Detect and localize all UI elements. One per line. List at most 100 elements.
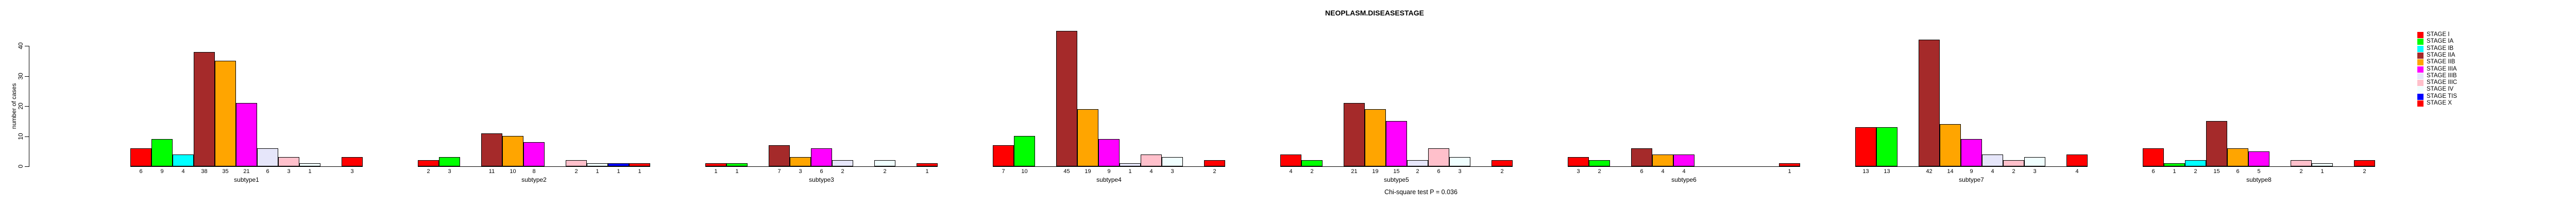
legend-label: STAGE IIIB bbox=[2427, 72, 2457, 79]
legend-swatch bbox=[2417, 32, 2424, 38]
bar-stage-ib bbox=[173, 154, 194, 166]
bar-value-label: 5 bbox=[2257, 168, 2261, 175]
bar-value-label: 13 bbox=[1862, 168, 1869, 175]
bar-stage-i bbox=[1280, 154, 1301, 166]
x-category-label: subtype1 bbox=[234, 176, 259, 183]
bar-value-label: 1 bbox=[2173, 168, 2176, 175]
bar-stage-iv bbox=[1162, 157, 1183, 166]
bar-stage-iiic bbox=[2003, 160, 2024, 166]
bar-value-label: 21 bbox=[1351, 168, 1358, 175]
bar-value-label: 3 bbox=[1458, 168, 1462, 175]
bar-stage-iia bbox=[481, 133, 502, 166]
bar-stage-i bbox=[1568, 157, 1589, 166]
bar-value-label: 11 bbox=[488, 168, 495, 175]
bar-value-label: 2 bbox=[883, 168, 887, 175]
x-category-label: subtype7 bbox=[1959, 176, 1984, 183]
x-axis-segment bbox=[130, 166, 363, 167]
x-category-label: subtype8 bbox=[2246, 176, 2272, 183]
bar-stage-ib bbox=[2185, 160, 2206, 166]
bar-value-label: 6 bbox=[1437, 168, 1440, 175]
legend-label: STAGE IV bbox=[2427, 86, 2454, 93]
legend-swatch bbox=[2417, 93, 2424, 100]
bar-stage-ia bbox=[151, 139, 173, 166]
y-tick-label: 20 bbox=[17, 102, 24, 110]
legend-label: STAGE I bbox=[2427, 31, 2450, 38]
x-category-label: subtype4 bbox=[1096, 176, 1122, 183]
legend-label: STAGE IIIA bbox=[2427, 65, 2457, 72]
bar-value-label: 4 bbox=[1149, 168, 1153, 175]
bar-value-label: 10 bbox=[1021, 168, 1028, 175]
bar-value-label: 6 bbox=[1640, 168, 1643, 175]
bar-stage-iiia bbox=[1961, 139, 1982, 166]
bar-value-label: 6 bbox=[266, 168, 269, 175]
bar-value-label: 21 bbox=[243, 168, 250, 175]
bar-stage-iib bbox=[790, 157, 811, 166]
bar-stage-iiib bbox=[832, 160, 853, 166]
bar-value-label: 6 bbox=[2151, 168, 2155, 175]
bar-stage-iiib bbox=[1120, 163, 1141, 166]
bar-stage-iiia bbox=[1098, 139, 1120, 166]
bar-stage-iiic bbox=[2291, 160, 2312, 166]
bar-value-label: 3 bbox=[1171, 168, 1174, 175]
bar-stage-iiic bbox=[278, 157, 299, 166]
bar-value-label: 1 bbox=[638, 168, 641, 175]
legend-swatch bbox=[2417, 39, 2424, 45]
legend-label: STAGE X bbox=[2427, 100, 2452, 106]
bar-stage-iib bbox=[1365, 109, 1386, 166]
bar-stage-iiib bbox=[1982, 154, 2003, 166]
bar-value-label: 6 bbox=[139, 168, 143, 175]
bar-stage-iiia bbox=[236, 103, 257, 166]
bar-value-label: 7 bbox=[1002, 168, 1005, 175]
bar-stage-iia bbox=[194, 52, 215, 166]
bar-value-label: 6 bbox=[820, 168, 823, 175]
x-category-label: subtype5 bbox=[1384, 176, 1409, 183]
bar-stage-iiia bbox=[1673, 154, 1694, 166]
y-tick bbox=[25, 136, 29, 137]
bar-stage-ia bbox=[1014, 136, 1035, 166]
bar-value-label: 8 bbox=[532, 168, 536, 175]
bar-stage-iia bbox=[1056, 31, 1077, 166]
legend-swatch bbox=[2417, 52, 2424, 59]
x-axis-segment bbox=[705, 166, 938, 167]
bar-value-label: 38 bbox=[201, 168, 208, 175]
legend-swatch bbox=[2417, 87, 2424, 93]
bar-stage-ia bbox=[1876, 127, 1897, 166]
bar-stage-iv bbox=[587, 163, 608, 166]
x-axis-segment bbox=[1855, 166, 2088, 167]
bar-stage-x bbox=[1204, 160, 1225, 166]
bar-stage-iia bbox=[1344, 103, 1365, 166]
bar-value-label: 2 bbox=[1310, 168, 1314, 175]
bar-value-label: 35 bbox=[222, 168, 229, 175]
bar-value-label: 3 bbox=[287, 168, 291, 175]
bar-value-label: 4 bbox=[2075, 168, 2079, 175]
bar-stage-iib bbox=[2227, 148, 2248, 166]
bar-value-label: 45 bbox=[1063, 168, 1070, 175]
y-tick-label: 10 bbox=[17, 132, 24, 140]
bar-stage-iv bbox=[874, 160, 895, 166]
bar-stage-ia bbox=[439, 157, 460, 166]
bar-stage-i bbox=[2143, 148, 2164, 166]
bar-stage-iiia bbox=[1386, 121, 1407, 166]
bar-value-label: 10 bbox=[510, 168, 516, 175]
bar-value-label: 2 bbox=[1500, 168, 1504, 175]
bar-value-label: 2 bbox=[1213, 168, 1216, 175]
bar-value-label: 15 bbox=[2213, 168, 2220, 175]
bar-value-label: 2 bbox=[2363, 168, 2366, 175]
bar-stage-iia bbox=[769, 145, 790, 166]
bar-stage-i bbox=[993, 145, 1014, 166]
x-category-label: subtype6 bbox=[1671, 176, 1697, 183]
x-axis-segment bbox=[1568, 166, 1800, 167]
y-tick bbox=[25, 166, 29, 167]
bar-stage-iib bbox=[1077, 109, 1098, 166]
legend-label: STAGE IB bbox=[2427, 45, 2454, 52]
legend-swatch bbox=[2417, 66, 2424, 73]
bar-value-label: 2 bbox=[2012, 168, 2015, 175]
x-axis-segment bbox=[1280, 166, 1513, 167]
bar-stage-i bbox=[130, 148, 151, 166]
bar-stage-iiic bbox=[1428, 148, 1449, 166]
bar-value-label: 2 bbox=[574, 168, 578, 175]
bar-stage-iv bbox=[2312, 163, 2333, 166]
bar-value-label: 1 bbox=[1128, 168, 1132, 175]
bar-value-label: 1 bbox=[617, 168, 620, 175]
bar-stage-iiic bbox=[566, 160, 587, 166]
